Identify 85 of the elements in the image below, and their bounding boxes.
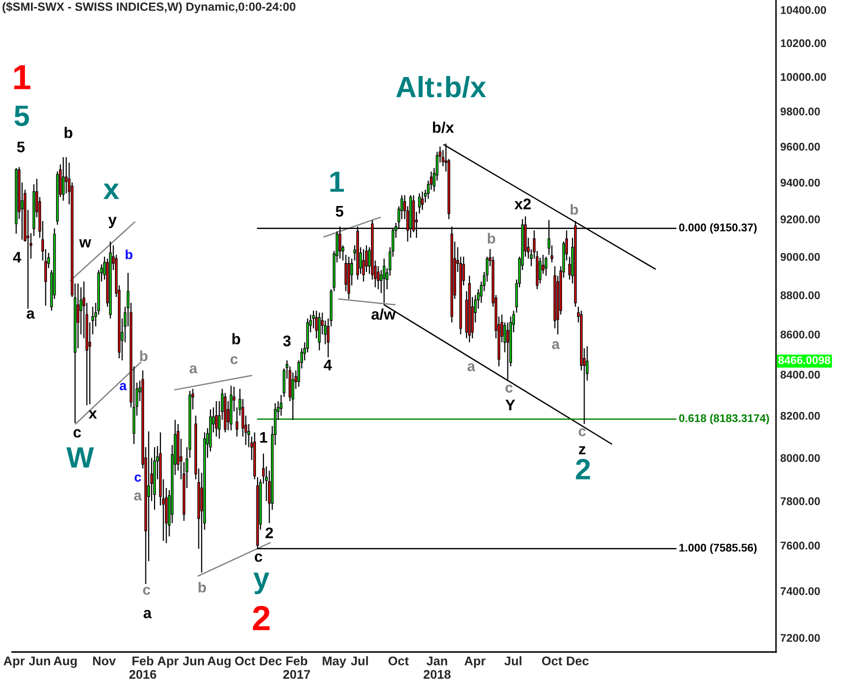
annotation: 2 — [266, 527, 273, 538]
annotation: 2 — [252, 606, 270, 630]
annotation: b — [126, 250, 132, 260]
annotation: Alt:b/x — [396, 76, 486, 98]
annotation: c — [134, 474, 142, 482]
annotation: 1 — [14, 65, 30, 90]
y-tick-label: 8000.00 — [780, 454, 820, 462]
annotation: 1 — [260, 432, 268, 443]
y-tick-label: 9600.00 — [780, 142, 820, 151]
annotation: b — [64, 126, 72, 138]
x-tick-label: Apr — [4, 656, 25, 668]
y-tick-label: 8600.00 — [780, 330, 820, 338]
y-tick-label: 9200.00 — [780, 215, 820, 224]
x-tick-label: Jun — [28, 656, 50, 666]
y-tick-label: 8400.00 — [780, 370, 820, 379]
annotation: a — [190, 365, 198, 374]
annotation: a — [134, 492, 142, 501]
annotation: w — [79, 239, 92, 248]
annotation: 1 — [330, 172, 344, 192]
text: 8466.0098 — [778, 356, 830, 364]
annotation: c — [230, 356, 238, 364]
annotation: 4 — [13, 252, 22, 263]
annotation: b — [140, 350, 148, 362]
annotation: y — [253, 572, 270, 594]
chart-title: ($SMI-SWX - SWISS INDICES,W) Dynamic,0:00-24:00 — [2, 2, 296, 14]
y-tick-label: 9000.00 — [780, 252, 820, 261]
annotation: a — [144, 610, 152, 618]
x-tick-label: Apr — [158, 656, 179, 668]
x-tick-label: Jun — [182, 656, 204, 666]
annotation: c — [143, 586, 150, 595]
y-tick-label: 10000.00 — [780, 73, 826, 81]
y-tick-label: 10400.00 — [780, 6, 826, 14]
x-tick-label: Apr — [464, 656, 486, 668]
annotation: z — [578, 446, 586, 454]
y-tick-label: 8800.00 — [780, 291, 820, 300]
y-tick-label: 10200.00 — [780, 39, 826, 48]
annotation: c — [578, 428, 586, 436]
y-tick-label: 9400.00 — [780, 178, 820, 187]
series-label: 0.000 (9150.37) — [679, 223, 757, 234]
y-tick-label: 8200.00 — [780, 412, 820, 420]
annotation: c — [505, 384, 513, 393]
annotation: W — [66, 447, 94, 468]
annotation: a/w — [371, 308, 396, 320]
y-tick-label: 7200.00 — [780, 634, 820, 642]
x-tick-label: Feb 2016 — [129, 656, 156, 679]
x-tick-label: Aug — [207, 656, 231, 668]
annotation: a — [120, 383, 127, 390]
x-tick-label: Jul — [350, 656, 368, 666]
annotation: 5 — [336, 206, 344, 217]
annotation: Y — [505, 400, 516, 410]
x-tick-label: May — [322, 656, 346, 668]
series-label: 0.618 (8183.3174) — [679, 414, 769, 424]
annotation: c — [74, 429, 81, 438]
annotation: b/x — [432, 122, 454, 134]
x-tick-label: Jul — [504, 656, 522, 666]
x-tick-label: Jan 2018 — [424, 656, 451, 679]
annotation: b — [198, 582, 206, 593]
annotation: b — [488, 232, 496, 244]
annotation: x — [88, 410, 97, 419]
x-tick-label: Nov — [93, 656, 116, 666]
annotation: b — [570, 204, 578, 215]
y-tick-label: 7600.00 — [780, 542, 820, 550]
x-tick-label: Feb 2017 — [283, 656, 310, 679]
annotation: a — [552, 341, 560, 350]
annotation: a — [26, 310, 35, 319]
annotation: 2 — [576, 458, 590, 480]
annotation: 5 — [17, 142, 25, 152]
annotation: b — [232, 333, 240, 344]
annotation: 3 — [283, 336, 291, 346]
annotation: 4 — [324, 360, 332, 370]
x-tick-label: Oct — [542, 656, 562, 666]
y-tick-label: 7400.00 — [780, 587, 820, 596]
x-tick-label: Aug — [54, 656, 77, 668]
y-tick-label: 7800.00 — [780, 497, 820, 506]
x-tick-label: Oct — [388, 656, 409, 666]
x-tick-label: Dec — [566, 656, 589, 666]
series-label: 1.000 (7585.56) — [679, 543, 757, 554]
annotation: x2 — [514, 198, 531, 210]
annotation: 5 — [14, 106, 29, 126]
annotation: x — [103, 184, 120, 200]
y-tick-label: 9800.00 — [780, 108, 820, 116]
annotation: a — [468, 363, 476, 372]
x-tick-label: Oct — [235, 656, 256, 666]
annotation: y — [108, 216, 117, 228]
x-tick-label: Dec — [260, 656, 282, 666]
